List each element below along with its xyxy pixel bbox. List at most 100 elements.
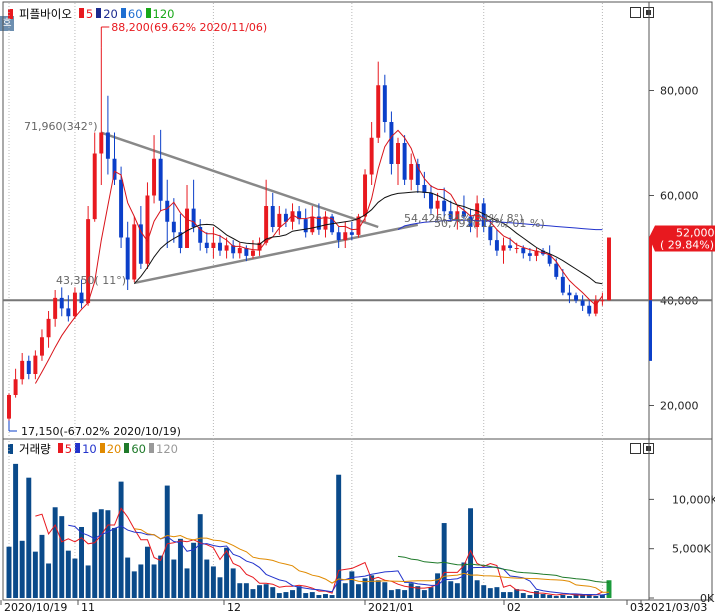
candle-body [481,203,486,227]
volume-bar [98,509,104,598]
volume-ma-swatch-60 [124,443,130,453]
volume-bar [454,583,460,598]
volume-bar [184,568,190,598]
volume-bar [52,507,58,598]
volume-ma-label-60[interactable]: 60 [131,442,146,456]
volume-tick-label-0: 10,000K [672,493,715,506]
candle-body [567,292,572,296]
price-ma-label-20[interactable]: 20 [103,7,118,21]
candle-body [396,143,400,164]
volume-title[interactable]: 거래량 [19,442,51,456]
candle-body [198,227,203,243]
candle-body [158,158,163,201]
price-ma-label-120[interactable]: 120 [152,7,175,21]
volume-ma20-line [134,528,609,593]
candle-body [264,206,269,243]
volume-bar [355,584,361,598]
candle-body [204,242,209,248]
volume-bar [560,595,566,598]
volume-bar [323,594,328,598]
volume-bar [105,510,111,598]
price-ma-swatch-60 [120,8,126,18]
volume-bar [448,581,454,598]
candle-body [59,297,64,309]
price-ma5-line [34,129,603,384]
volume-bar [276,593,282,598]
candle-body [46,318,51,338]
candle-body [448,211,453,220]
volume-bar [415,586,421,598]
price-tick-label-0: 80,000 [660,85,699,98]
candle-body [178,232,183,248]
volume-bar [118,481,124,598]
candle-body [349,232,354,235]
volume-maximize-icon[interactable] [630,443,641,454]
candle-body [514,248,519,249]
date-label-4: 02 [507,601,521,614]
volume-bar [580,595,586,598]
volume-bar [527,595,533,598]
maximize-icon[interactable] [630,7,641,18]
candle-body [494,240,499,251]
volume-bar [191,542,197,598]
volume-bar [79,526,84,598]
volume-bar [309,592,315,598]
trendline-lower [134,223,419,285]
volume-ma-swatch-10 [75,443,81,453]
volume-tick-label-2: 0K [700,592,715,605]
price-ma-label-60[interactable]: 60 [127,7,143,21]
candle-body [185,208,189,248]
volume-ma-label-120[interactable]: 120 [156,442,178,456]
volume-bar [520,593,526,598]
apex-annotation: 54,426(34%/34%/ 8°) [404,212,523,225]
candle-body [105,132,110,159]
candle-body [587,305,592,314]
candle-body [66,308,71,317]
volume-bar [474,580,480,598]
volume-bar [171,559,177,598]
volume-bar [263,584,269,598]
volume-ma5-line [35,507,603,596]
candle-body [244,248,249,256]
candle-body [468,216,473,227]
candle-body [402,143,407,180]
volume-bar [39,534,45,598]
candle-body [270,206,275,227]
candle-body [422,185,427,193]
volume-bar [296,586,302,598]
volume-bar [230,568,236,598]
candle-body [53,297,58,319]
date-label-1: 11 [81,601,95,614]
volume-bar [369,575,375,598]
candle-body [356,216,361,235]
candle-body [211,242,216,248]
volume-ma-swatch-120 [149,443,154,453]
volume-bar [177,538,183,598]
price-ma-label-5[interactable]: 5 [85,7,94,21]
volume-bar [375,580,381,598]
volume-ma-label-10[interactable]: 10 [82,442,97,456]
date-label-0: 2020/10/19 [4,601,67,614]
volume-bar [125,557,131,598]
volume-bar [428,587,434,598]
volume-bar [342,583,348,598]
volume-ma-label-20[interactable]: 20 [106,442,122,456]
candle-body [409,164,414,180]
current-price-bar-up [649,237,652,301]
candle-body [7,395,11,419]
stock-name[interactable]: 피플바이오 [19,7,72,21]
candle-body [527,253,532,256]
current-price-change: ( 29.84%) [660,239,714,252]
candle-body [20,360,25,380]
volume-ma-label-5[interactable]: 5 [64,442,73,456]
volume-bar [606,580,612,598]
volume-bar [540,594,546,598]
candle-body [33,355,38,374]
volume-bar [593,596,599,598]
price-ma60-line [397,219,603,231]
volume-bar [487,588,493,598]
volume-bar [336,474,342,598]
volume-bar [237,583,243,598]
